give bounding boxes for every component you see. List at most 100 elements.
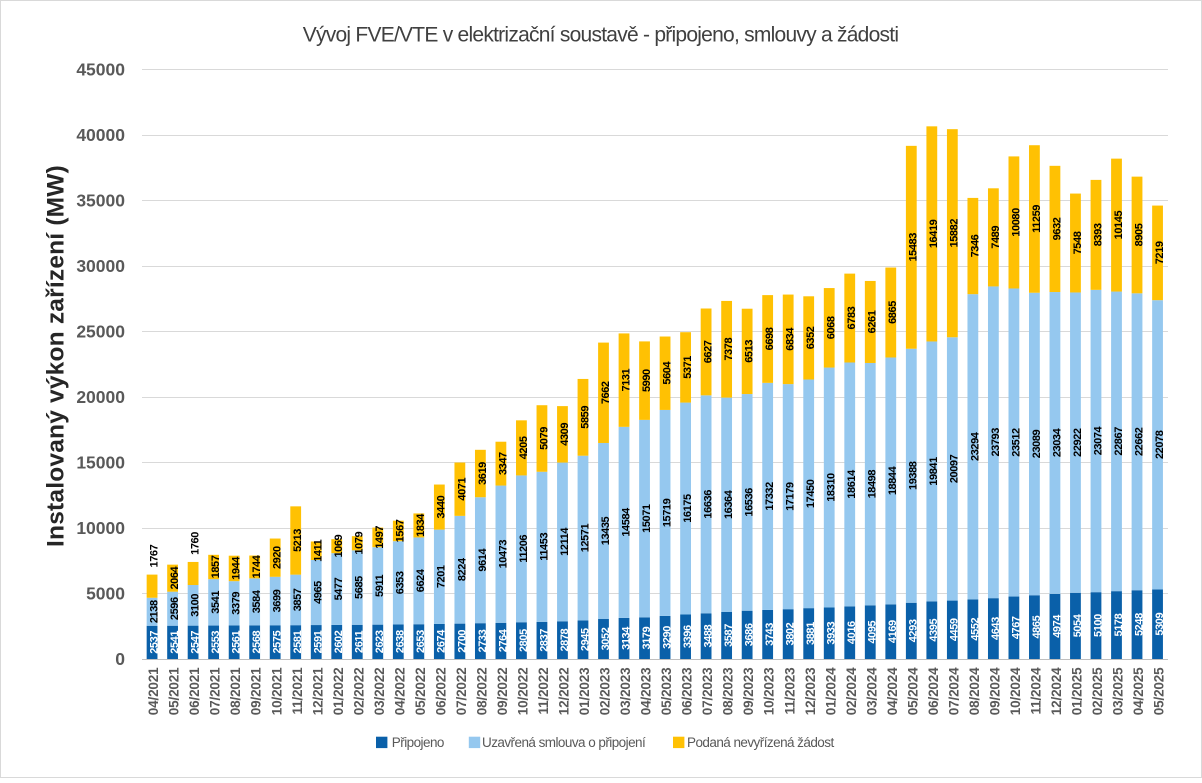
svg-text:8905: 8905 [1133, 223, 1145, 246]
svg-text:40000: 40000 [76, 125, 125, 145]
svg-text:6261: 6261 [867, 310, 879, 333]
svg-text:07/2021: 07/2021 [208, 667, 223, 715]
svg-text:22078: 22078 [1154, 430, 1166, 459]
svg-text:01/2023: 01/2023 [577, 667, 592, 715]
svg-text:2653: 2653 [415, 630, 427, 653]
svg-text:05/2023: 05/2023 [659, 667, 674, 715]
svg-text:2596: 2596 [169, 597, 181, 620]
svg-text:2611: 2611 [354, 631, 366, 653]
svg-text:01/2022: 01/2022 [331, 668, 346, 716]
svg-text:12/2023: 12/2023 [803, 667, 818, 715]
svg-text:10473: 10473 [497, 540, 509, 569]
svg-text:3396: 3396 [682, 625, 694, 648]
svg-text:10000: 10000 [76, 518, 125, 538]
svg-text:20097: 20097 [949, 454, 961, 483]
svg-text:2547: 2547 [189, 631, 201, 654]
svg-text:07/2024: 07/2024 [946, 667, 961, 715]
svg-text:2138: 2138 [148, 600, 160, 623]
svg-text:1760: 1760 [189, 532, 201, 555]
svg-text:08/2022: 08/2022 [474, 668, 489, 716]
svg-text:7662: 7662 [600, 381, 612, 404]
svg-text:19388: 19388 [908, 461, 920, 490]
svg-text:8224: 8224 [456, 557, 468, 581]
svg-text:03/2022: 03/2022 [372, 668, 387, 716]
svg-text:7346: 7346 [969, 234, 981, 257]
svg-text:11206: 11206 [518, 535, 530, 563]
svg-text:5604: 5604 [661, 361, 673, 385]
svg-text:5213: 5213 [292, 529, 304, 552]
svg-text:22922: 22922 [1072, 428, 1084, 457]
svg-text:23294: 23294 [969, 431, 981, 461]
svg-text:3619: 3619 [477, 462, 489, 485]
svg-text:3347: 3347 [497, 452, 509, 475]
svg-text:18844: 18844 [887, 465, 899, 495]
svg-text:2537: 2537 [148, 631, 160, 654]
svg-text:23074: 23074 [1092, 425, 1104, 455]
svg-text:23793: 23793 [990, 428, 1002, 457]
svg-text:1857: 1857 [210, 555, 222, 578]
svg-text:3541: 3541 [210, 591, 222, 614]
svg-text:3881: 3881 [805, 622, 817, 645]
svg-text:2541: 2541 [169, 631, 181, 654]
svg-text:3802: 3802 [785, 622, 797, 645]
svg-text:2700: 2700 [456, 630, 468, 653]
svg-text:06/2022: 06/2022 [433, 668, 448, 716]
svg-text:6834: 6834 [785, 327, 797, 351]
svg-text:5371: 5371 [682, 356, 694, 379]
svg-text:17332: 17332 [764, 482, 776, 511]
svg-text:04/2025: 04/2025 [1131, 667, 1146, 715]
svg-text:7378: 7378 [723, 338, 735, 361]
svg-text:35000: 35000 [76, 191, 125, 211]
svg-text:8393: 8393 [1092, 223, 1104, 246]
svg-text:10/2022: 10/2022 [515, 668, 530, 716]
svg-text:2602: 2602 [333, 630, 345, 653]
svg-text:10145: 10145 [1113, 211, 1125, 240]
svg-text:6353: 6353 [395, 571, 407, 594]
svg-text:1744: 1744 [251, 554, 263, 578]
svg-text:09/2024: 09/2024 [987, 667, 1002, 715]
svg-text:16419: 16419 [928, 219, 940, 248]
svg-text:3134: 3134 [620, 626, 632, 650]
svg-text:23512: 23512 [1010, 428, 1022, 457]
svg-text:07/2022: 07/2022 [454, 668, 469, 716]
svg-text:5990: 5990 [641, 369, 653, 392]
svg-text:3379: 3379 [231, 592, 243, 615]
svg-text:Vývoj FVE/VTE v elektrizační s: Vývoj FVE/VTE v elektrizační soustavě - … [303, 24, 899, 47]
svg-text:09/2021: 09/2021 [249, 667, 264, 715]
svg-text:1411: 1411 [313, 539, 325, 561]
svg-text:3488: 3488 [702, 624, 714, 647]
svg-text:20000: 20000 [76, 387, 125, 407]
svg-text:9614: 9614 [477, 548, 489, 572]
svg-text:04/2023: 04/2023 [639, 667, 654, 715]
svg-text:05/2024: 05/2024 [905, 667, 920, 715]
svg-text:Instalovaný výkon zařízení (MW: Instalovaný výkon zařízení (MW) [42, 165, 69, 547]
svg-text:16175: 16175 [682, 494, 694, 523]
svg-text:15483: 15483 [908, 233, 920, 262]
svg-text:2581: 2581 [292, 630, 304, 653]
svg-text:11/2021: 11/2021 [290, 667, 305, 715]
svg-text:11/2023: 11/2023 [782, 667, 797, 715]
svg-text:22662: 22662 [1133, 427, 1145, 456]
svg-text:4095: 4095 [867, 620, 879, 643]
svg-text:3100: 3100 [189, 594, 201, 617]
svg-text:17450: 17450 [805, 479, 817, 508]
svg-text:5309: 5309 [1154, 613, 1166, 636]
svg-text:18498: 18498 [867, 470, 879, 499]
svg-text:4071: 4071 [456, 478, 468, 501]
svg-text:16364: 16364 [723, 489, 735, 519]
svg-text:12571: 12571 [579, 524, 591, 553]
svg-text:3052: 3052 [600, 627, 612, 650]
svg-text:2674: 2674 [436, 629, 448, 653]
svg-text:1079: 1079 [354, 532, 366, 555]
svg-text:2623: 2623 [374, 630, 386, 653]
svg-text:5079: 5079 [538, 427, 550, 450]
svg-text:03/2024: 03/2024 [864, 667, 879, 715]
svg-text:15719: 15719 [661, 498, 673, 527]
svg-text:01/2025: 01/2025 [1070, 667, 1085, 715]
svg-text:4293: 4293 [908, 619, 920, 642]
svg-text:11/2022: 11/2022 [536, 668, 551, 715]
svg-text:6513: 6513 [744, 340, 756, 363]
svg-text:06/2023: 06/2023 [680, 667, 695, 715]
svg-text:15000: 15000 [76, 453, 125, 473]
svg-text:2575: 2575 [272, 630, 284, 653]
